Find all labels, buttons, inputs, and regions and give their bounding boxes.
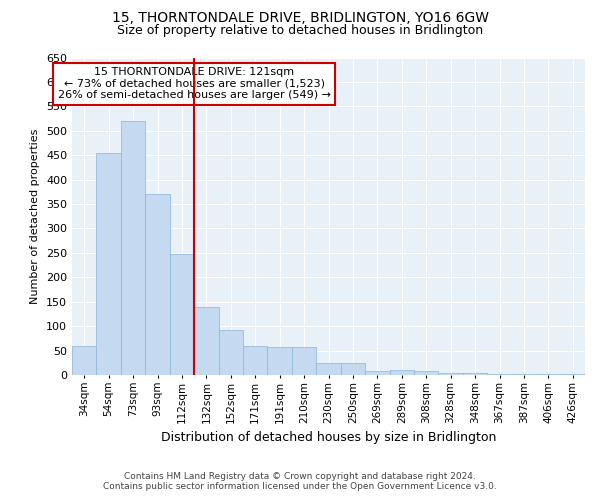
Bar: [72, 346, 97, 375]
Bar: [243, 346, 268, 375]
Bar: [389, 370, 414, 375]
Bar: [439, 372, 463, 375]
Bar: [170, 254, 194, 375]
Bar: [536, 374, 560, 375]
Bar: [268, 346, 292, 375]
Text: Size of property relative to detached houses in Bridlington: Size of property relative to detached ho…: [117, 24, 483, 37]
Bar: [218, 330, 243, 375]
Bar: [316, 363, 341, 375]
Text: 15, THORNTONDALE DRIVE, BRIDLINGTON, YO16 6GW: 15, THORNTONDALE DRIVE, BRIDLINGTON, YO1…: [112, 11, 488, 25]
Bar: [341, 363, 365, 375]
Text: 15 THORNTONDALE DRIVE: 121sqm
← 73% of detached houses are smaller (1,523)
26% o: 15 THORNTONDALE DRIVE: 121sqm ← 73% of d…: [58, 67, 331, 100]
Bar: [414, 371, 439, 375]
Bar: [487, 374, 512, 375]
Bar: [560, 374, 585, 375]
Bar: [194, 306, 218, 375]
Text: Contains HM Land Registry data © Crown copyright and database right 2024.
Contai: Contains HM Land Registry data © Crown c…: [103, 472, 497, 491]
Bar: [463, 372, 487, 375]
Bar: [145, 194, 170, 375]
Bar: [512, 374, 536, 375]
Bar: [121, 121, 145, 375]
X-axis label: Distribution of detached houses by size in Bridlington: Distribution of detached houses by size …: [161, 431, 496, 444]
Bar: [292, 347, 316, 375]
Bar: [365, 371, 389, 375]
Y-axis label: Number of detached properties: Number of detached properties: [31, 128, 40, 304]
Bar: [97, 153, 121, 375]
